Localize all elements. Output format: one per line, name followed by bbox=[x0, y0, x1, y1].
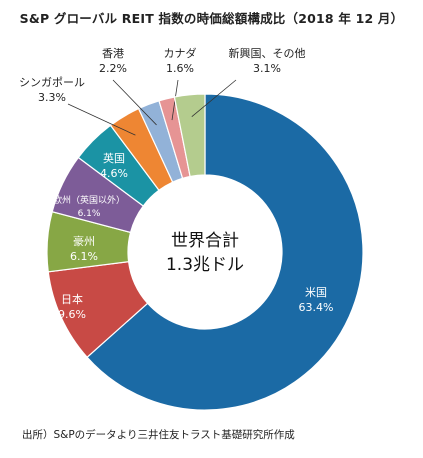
slice-value-5: 4.6% bbox=[100, 167, 128, 180]
slice-value-9: 3.1% bbox=[253, 62, 281, 75]
slice-label-6: シンガポール bbox=[19, 76, 85, 89]
slice-label-5: 英国 bbox=[103, 151, 125, 165]
leader-line-6 bbox=[67, 103, 136, 136]
slice-label-2: 日本 bbox=[61, 292, 83, 306]
slice-9 bbox=[173, 93, 206, 178]
slice-value-2: 9.6% bbox=[58, 308, 86, 321]
slice-label-9: 新興国、その他 bbox=[229, 46, 306, 60]
slice-value-3: 6.1% bbox=[70, 250, 98, 263]
chart-title: S&P グローバル REIT 指数の時価総額構成比（2018 年 12 月） bbox=[19, 11, 404, 26]
slice-label-4: 欧州（英国以外） bbox=[53, 194, 125, 206]
slice-label-8: カナダ bbox=[164, 46, 197, 60]
slice-value-7: 2.2% bbox=[99, 62, 127, 75]
slice-value-1: 63.4% bbox=[299, 301, 334, 314]
slice-value-8: 1.6% bbox=[166, 62, 194, 75]
slice-1 bbox=[86, 93, 364, 411]
center-label-1: 世界合計 bbox=[171, 231, 239, 251]
slice-label-1: 米国 bbox=[305, 286, 327, 299]
slice-value-6: 3.3% bbox=[38, 91, 66, 104]
slice-label-7: 香港 bbox=[102, 47, 124, 60]
center-label-2: 1.3兆ドル bbox=[166, 255, 244, 275]
leader-line-7 bbox=[112, 79, 157, 126]
source-note: 出所）S&Pのデータより三井住友トラスト基礎研究所作成 bbox=[22, 429, 295, 441]
slice-value-4: 6.1% bbox=[78, 209, 101, 219]
slice-label-3: 豪州 bbox=[73, 234, 95, 248]
leader-line-9 bbox=[191, 79, 237, 117]
